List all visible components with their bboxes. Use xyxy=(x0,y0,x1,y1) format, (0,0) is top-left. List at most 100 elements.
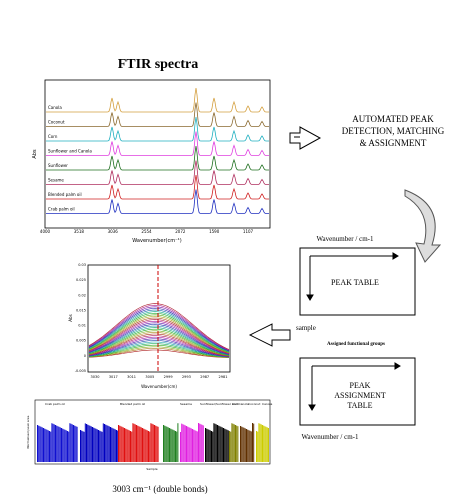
bar xyxy=(57,426,59,462)
spectra-frame xyxy=(44,79,271,229)
bar xyxy=(149,431,151,462)
bar xyxy=(113,428,115,462)
peak-table xyxy=(299,247,416,316)
bar xyxy=(244,428,246,462)
bar xyxy=(240,426,241,462)
y-tick-label: 0.01 xyxy=(78,324,86,328)
bar xyxy=(146,430,148,462)
bar xyxy=(114,429,116,462)
bar xyxy=(265,426,267,462)
bar xyxy=(59,427,61,462)
x-tick-label: 3017 xyxy=(109,375,118,379)
y-tick-label: 0.03 xyxy=(78,263,86,267)
peak-curve xyxy=(88,320,230,355)
bar xyxy=(96,429,98,462)
x-tick-label: 3518 xyxy=(74,229,85,234)
sample-label: Sesame xyxy=(48,178,64,183)
peak-curve xyxy=(88,327,230,356)
sample-label: Blended palm oil xyxy=(48,192,82,197)
bar xyxy=(227,430,229,462)
table-arrows xyxy=(306,252,399,301)
bar xyxy=(237,426,239,462)
bar xyxy=(61,428,62,462)
spectrum xyxy=(46,174,269,200)
bar xyxy=(105,424,107,462)
caption: 3003 cm⁻¹ (double bonds) xyxy=(112,484,207,494)
bar xyxy=(212,431,214,462)
bar xyxy=(110,427,111,462)
bar xyxy=(131,431,133,462)
bar xyxy=(144,429,146,462)
peak-curve xyxy=(88,333,230,357)
bar xyxy=(247,429,249,462)
bar xyxy=(208,429,210,462)
bar xyxy=(90,426,92,462)
bar xyxy=(80,430,81,462)
bar xyxy=(163,425,164,462)
peak-curve xyxy=(88,322,230,355)
bar xyxy=(88,425,90,462)
peak-curve xyxy=(88,344,230,358)
bar xyxy=(268,428,269,462)
bar xyxy=(67,431,68,462)
peak-curve xyxy=(88,309,230,352)
sample-label: Corn xyxy=(48,134,58,139)
y-label: Normalised peak area xyxy=(26,415,30,448)
bar xyxy=(215,424,217,462)
bar xyxy=(219,426,221,462)
bar xyxy=(39,426,41,462)
bar xyxy=(73,425,74,462)
spectra xyxy=(46,87,269,214)
bar xyxy=(230,431,232,462)
bar xyxy=(70,423,72,462)
bar xyxy=(108,426,110,462)
x-label: Wavenumber(cm) xyxy=(141,384,177,389)
y-label: Abs xyxy=(68,314,73,321)
bar xyxy=(119,425,121,462)
bar xyxy=(199,423,201,462)
peak-curve xyxy=(88,312,230,353)
bar xyxy=(257,431,259,462)
bar xyxy=(264,426,266,462)
process-text: AUTOMATED PEAK DETECTION, MATCHING & ASSIG… xyxy=(342,114,445,148)
peak-curve xyxy=(88,317,230,354)
spectrum xyxy=(46,145,269,171)
group-label: Crab palm oil xyxy=(45,402,65,406)
bar xyxy=(229,431,230,462)
bar xyxy=(130,431,131,462)
bar xyxy=(154,425,155,462)
bar xyxy=(81,430,83,462)
bar xyxy=(116,430,117,462)
group-label: Canola xyxy=(262,402,273,406)
bar xyxy=(89,425,91,462)
bar xyxy=(193,429,195,462)
bar xyxy=(226,429,228,462)
bar xyxy=(190,428,192,462)
x-tick-label: 2987 xyxy=(200,375,209,379)
bar xyxy=(171,429,173,462)
y-tick-label: 0.025 xyxy=(76,278,86,282)
bar xyxy=(140,427,142,462)
bar xyxy=(235,425,236,462)
group-label: Sesame xyxy=(180,402,192,406)
bar xyxy=(194,430,196,462)
arrow xyxy=(248,323,291,347)
sample-label: Canola xyxy=(48,105,62,110)
spectrum xyxy=(46,189,269,214)
bar xyxy=(214,423,216,462)
bar xyxy=(74,425,76,462)
bar xyxy=(37,425,38,462)
bar xyxy=(231,423,233,462)
bar xyxy=(221,427,223,462)
table-axis: Wavenumber / cm-1 xyxy=(302,433,359,441)
bar xyxy=(175,431,176,462)
bar xyxy=(211,431,212,462)
bar xyxy=(76,426,78,462)
bar xyxy=(71,424,73,462)
bar xyxy=(127,429,129,462)
spectrum xyxy=(46,160,269,185)
table-axis: sample xyxy=(296,324,316,332)
table-axis: Wavenumber / cm-1 xyxy=(317,235,374,243)
peak-curve xyxy=(88,306,230,351)
